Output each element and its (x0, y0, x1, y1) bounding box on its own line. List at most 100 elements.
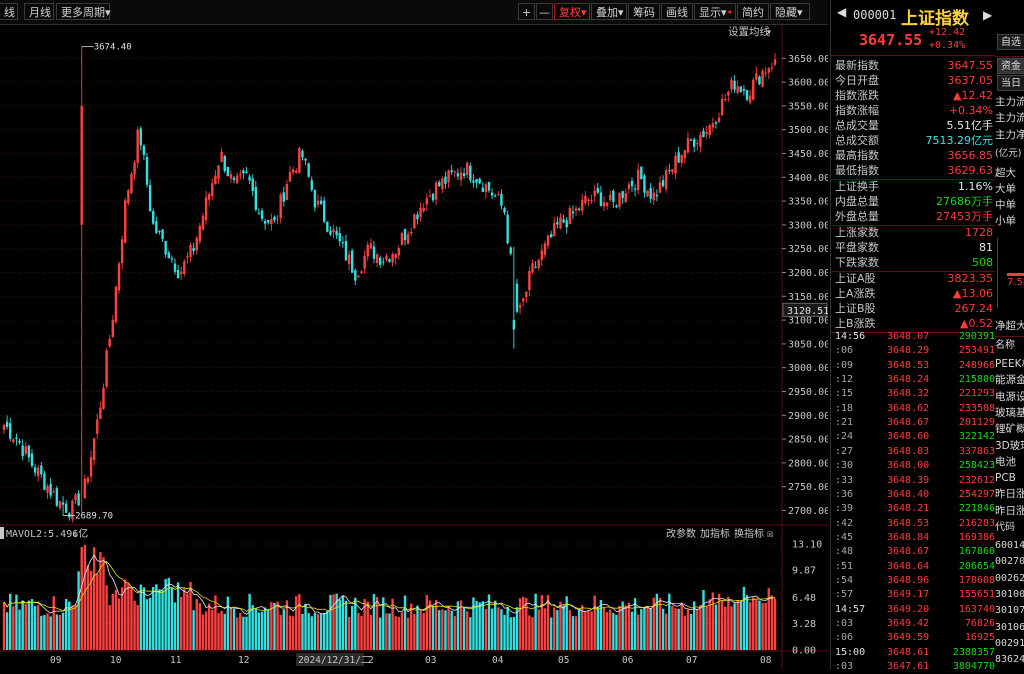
volume-bar (173, 602, 177, 650)
close-icon[interactable]: ☒ (767, 527, 774, 540)
chips-button[interactable]: 筹码 (628, 3, 660, 20)
divider (995, 336, 1024, 337)
tick-row[interactable]: :15 3648.32 221293 (835, 387, 995, 401)
side-list-item[interactable]: 锂矿概 (995, 423, 1024, 436)
side-label: 主力净 (995, 129, 1024, 141)
side-list-item[interactable]: PCB (995, 472, 1016, 485)
side-list-item[interactable]: PEEK材 (995, 358, 1024, 370)
tick-time: :18 (835, 402, 854, 414)
tick-price: 3648.24 (887, 374, 930, 386)
period-button-month[interactable]: 月线 (24, 3, 54, 20)
tick-row[interactable]: :39 3648.21 221846 (835, 502, 995, 516)
side-list-item[interactable]: 昨日涨 (995, 504, 1024, 517)
tick-row[interactable]: :06 3648.29 253491 (835, 344, 995, 358)
more-periods-dropdown[interactable]: 更多周期▾ (56, 3, 111, 20)
tick-row[interactable]: :27 3648.83 337863 (835, 445, 995, 459)
volume-bar (733, 603, 736, 650)
volume-button[interactable]: 换指标 (734, 527, 764, 540)
volume-bar (655, 593, 659, 650)
tick-row[interactable]: :06 3649.59 16925 (835, 631, 995, 645)
candle-body (422, 208, 425, 212)
simple-button[interactable]: 简约 (737, 3, 769, 20)
tick-row[interactable]: :42 3648.53 216283 (835, 517, 995, 531)
volume-bar (577, 608, 581, 650)
volume-bar (609, 609, 612, 650)
tick-row[interactable]: :24 3648.60 322142 (835, 430, 995, 444)
overlay-dropdown[interactable]: 叠加▾ (591, 3, 627, 20)
volume-bar (649, 607, 652, 650)
hide-dropdown[interactable]: 隐藏▾ (770, 3, 810, 20)
side-list-item[interactable]: 玻璃基 (995, 406, 1024, 419)
volume-bar (711, 592, 715, 650)
tick-row[interactable]: :36 3648.40 254297 (835, 488, 995, 502)
next-stock-arrow[interactable]: ▶ (983, 8, 993, 22)
tick-time: :57 (835, 589, 854, 601)
candle-body (189, 245, 192, 258)
tick-row[interactable]: :48 3648.67 167860 (835, 545, 995, 559)
tick-row[interactable]: :57 3649.17 155651 (835, 588, 995, 602)
kline-chart-svg[interactable]: 3650.00 3600.00 3550.00 3500.00 3450.00 3400.… (0, 24, 830, 670)
candle-body (742, 89, 746, 91)
volume-bar (12, 606, 15, 650)
tick-volume: 2388357 (952, 646, 995, 658)
tick-volume: 3804770 (952, 661, 995, 673)
zoom-in-button[interactable]: + (518, 3, 535, 20)
side-label: 小单 (995, 215, 1016, 227)
price-change: +12.42 (929, 27, 966, 38)
side-list-item[interactable]: 电源设 (995, 390, 1024, 403)
volume-bar (755, 598, 758, 650)
volume-bar (155, 584, 158, 650)
candle-body (621, 191, 624, 199)
side-list-item[interactable]: 3D玻璃 (995, 439, 1024, 452)
tick-row[interactable]: :03 3649.42 76826 (835, 617, 995, 631)
volume-button[interactable]: 改参数 (666, 527, 696, 540)
period-button-week[interactable]: 线 (0, 3, 18, 20)
tick-row[interactable]: :51 3648.64 206654 (835, 560, 995, 574)
stat-label: 上涨家数 (835, 226, 879, 239)
draw-line-button[interactable]: 画线 (661, 3, 693, 20)
candle-body (248, 176, 251, 181)
tick-row[interactable]: 14:57 3649.20 163740 (835, 603, 995, 617)
side-list-item[interactable]: 电池 (995, 455, 1016, 468)
candle-body (307, 163, 310, 177)
tick-row[interactable]: :09 3648.53 248966 (835, 359, 995, 373)
tick-row[interactable]: :21 3648.67 201129 (835, 416, 995, 430)
tick-row[interactable]: :18 3648.62 233508 (835, 402, 995, 416)
candle-body (360, 271, 363, 274)
volume-bar (475, 600, 478, 650)
volume-bar (24, 604, 27, 650)
tick-row[interactable]: 14:56 3648.07 290391 (835, 330, 995, 344)
kline-chart-area[interactable]: 3650.00 3600.00 3550.00 3500.00 3450.00 3400.… (0, 24, 830, 670)
volume-bar (627, 602, 631, 650)
candle-body (136, 129, 139, 163)
tick-row[interactable]: :45 3648.84 169386 (835, 531, 995, 545)
candle-body (316, 200, 320, 205)
adjust-dropdown[interactable]: 复权▾ (554, 3, 590, 20)
price-axis-label: 2750.00 (788, 482, 828, 493)
tick-row[interactable]: :30 3648.00 258423 (835, 459, 995, 473)
candle-body (543, 243, 547, 255)
candle-body (295, 170, 298, 173)
volume-button[interactable]: 加指标 (700, 527, 730, 540)
side-list-item[interactable]: 能源金 (995, 374, 1024, 387)
volume-bar (434, 599, 438, 650)
display-dropdown[interactable]: 显示▾• (694, 3, 736, 20)
side-tab-today[interactable]: 当日 (997, 75, 1024, 91)
zoom-out-button[interactable]: — (536, 3, 553, 20)
candle-body (366, 244, 369, 257)
tick-row[interactable]: 15:00 3648.61 2388357 (835, 646, 995, 660)
candle-body (609, 194, 612, 201)
volume-bar (438, 610, 441, 650)
tick-row[interactable]: :12 3648.24 215800 (835, 373, 995, 387)
candle-body (195, 237, 198, 251)
prev-stock-arrow[interactable]: ◀ (837, 5, 847, 19)
self-select-button[interactable]: 自选 (997, 34, 1024, 50)
tick-row[interactable]: :03 3647.61 3804770 (835, 660, 995, 674)
tick-row[interactable]: :54 3648.96 178608 (835, 574, 995, 588)
volume-bar (68, 601, 71, 650)
side-tab-capital[interactable]: 资金 (997, 58, 1024, 74)
volume-bar (105, 585, 108, 650)
tick-row[interactable]: :33 3648.39 232612 (835, 474, 995, 488)
ma-settings-label[interactable]: 设置均线 (728, 25, 770, 38)
side-list-item[interactable]: 昨日涨 (995, 488, 1024, 501)
